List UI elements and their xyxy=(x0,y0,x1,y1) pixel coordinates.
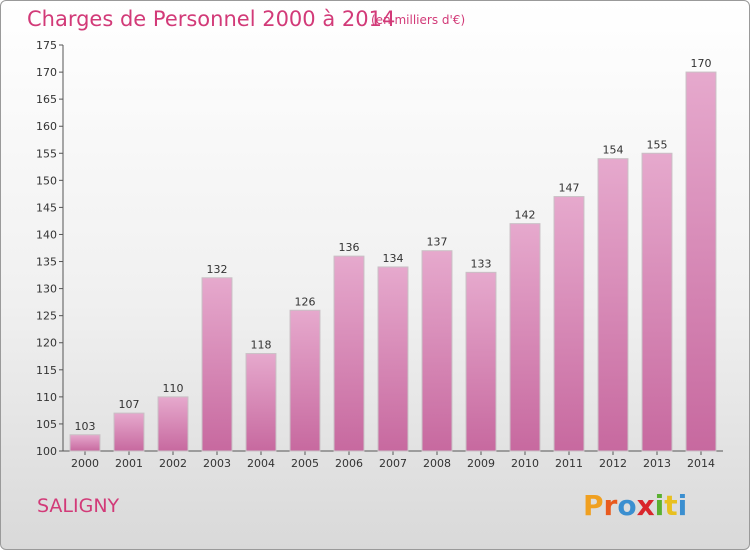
x-tick-label: 2006 xyxy=(335,457,363,470)
y-tick-label: 170 xyxy=(36,66,57,79)
x-tick-label: 2009 xyxy=(467,457,495,470)
logo-letter: i xyxy=(677,489,688,522)
logo-letter: r xyxy=(603,489,618,522)
chart-title: Charges de Personnel 2000 à 2014 xyxy=(27,7,396,31)
bar-value-label: 155 xyxy=(647,138,668,151)
bar-value-label: 142 xyxy=(515,209,536,222)
bar-value-label: 118 xyxy=(251,339,272,352)
bar xyxy=(685,71,717,452)
proxiti-logo: Proxiti xyxy=(583,489,687,522)
y-tick-label: 115 xyxy=(36,364,57,377)
bar xyxy=(245,353,277,452)
y-tick-label: 120 xyxy=(36,337,57,350)
bar xyxy=(465,271,497,452)
bar-value-label: 132 xyxy=(207,263,228,276)
bar-value-label: 137 xyxy=(427,236,448,249)
bar xyxy=(113,412,145,452)
bar xyxy=(157,396,189,452)
x-tick-label: 2011 xyxy=(555,457,583,470)
bar xyxy=(509,223,541,452)
bar-value-label: 133 xyxy=(471,257,492,270)
bar-value-label: 110 xyxy=(163,382,184,395)
x-tick-label: 2013 xyxy=(643,457,671,470)
bar-value-label: 107 xyxy=(119,398,140,411)
bar-value-label: 103 xyxy=(75,420,96,433)
bar xyxy=(377,266,409,452)
y-tick-label: 130 xyxy=(36,283,57,296)
y-tick-label: 175 xyxy=(36,39,57,52)
x-tick-label: 2010 xyxy=(511,457,539,470)
x-tick-label: 2003 xyxy=(203,457,231,470)
bar xyxy=(289,309,321,452)
bar xyxy=(421,250,453,452)
y-tick-label: 155 xyxy=(36,147,57,160)
bar-value-label: 136 xyxy=(339,241,360,254)
x-tick-label: 2000 xyxy=(71,457,99,470)
bar-value-label: 126 xyxy=(295,295,316,308)
bar xyxy=(69,434,101,452)
commune-name: SALIGNY xyxy=(37,495,120,517)
y-tick-label: 110 xyxy=(36,391,57,404)
y-tick-label: 140 xyxy=(36,228,57,241)
x-tick-label: 2007 xyxy=(379,457,407,470)
bar-value-label: 154 xyxy=(603,144,624,157)
bar xyxy=(333,255,365,452)
chart-subtitle: (en milliers d'€) xyxy=(371,13,466,27)
bar-value-label: 147 xyxy=(559,182,580,195)
x-tick-label: 2014 xyxy=(687,457,715,470)
bar xyxy=(201,277,233,452)
bar xyxy=(553,196,585,452)
y-tick-label: 165 xyxy=(36,93,57,106)
logo-letter: t xyxy=(664,489,678,522)
y-tick-label: 100 xyxy=(36,445,57,458)
y-tick-label: 145 xyxy=(36,201,57,214)
y-tick-label: 105 xyxy=(36,418,57,431)
y-tick-label: 160 xyxy=(36,120,57,133)
bar xyxy=(597,158,629,452)
logo-letter: i xyxy=(654,489,665,522)
x-tick-label: 2004 xyxy=(247,457,275,470)
x-tick-label: 2012 xyxy=(599,457,627,470)
x-tick-label: 2002 xyxy=(159,457,187,470)
x-tick-label: 2008 xyxy=(423,457,451,470)
x-tick-label: 2001 xyxy=(115,457,143,470)
y-tick-label: 150 xyxy=(36,174,57,187)
logo-letter: x xyxy=(636,489,655,522)
x-tick-label: 2005 xyxy=(291,457,319,470)
bar-value-label: 134 xyxy=(383,252,404,265)
y-tick-label: 135 xyxy=(36,256,57,269)
y-tick-label: 125 xyxy=(36,310,57,323)
logo-letter: o xyxy=(617,489,637,522)
logo-letter: P xyxy=(583,489,604,522)
bar-value-label: 170 xyxy=(691,57,712,70)
bar xyxy=(641,152,673,452)
